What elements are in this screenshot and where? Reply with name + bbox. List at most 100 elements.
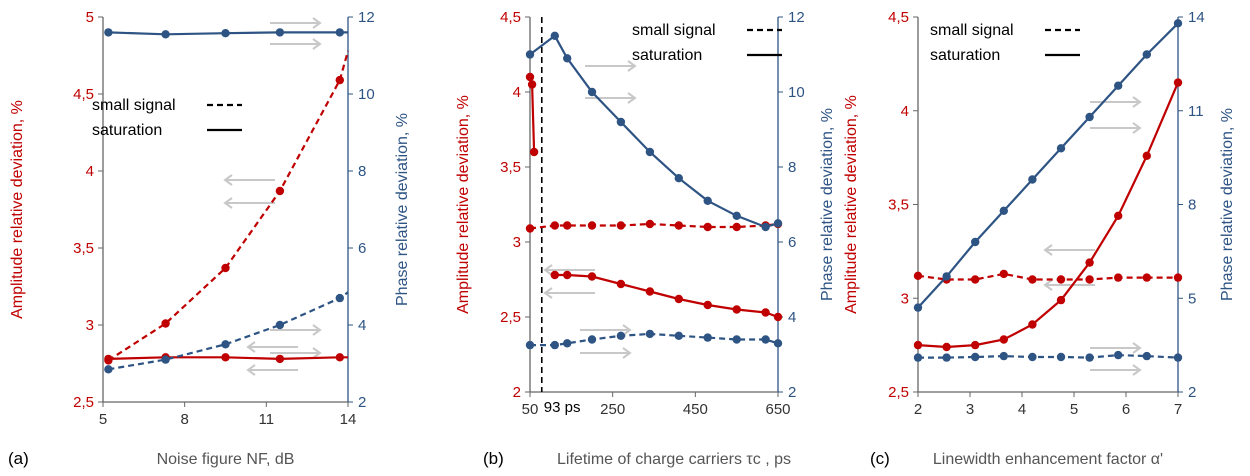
x-tick-label: 7 (1174, 401, 1182, 418)
series-point (773, 339, 783, 348)
series-point (527, 80, 537, 89)
y-right-tick-label: 4 (788, 309, 796, 326)
series-point (1114, 350, 1123, 360)
x-tick-label: 3 (966, 401, 974, 418)
legend-entry-label: saturation (930, 47, 1000, 64)
series-point (1056, 295, 1066, 305)
x-tick-label: 2 (914, 401, 922, 418)
x-tick-label: 5 (1070, 401, 1078, 418)
series-point (761, 335, 770, 344)
series-point (525, 50, 535, 59)
y-left-tick-label: 2,5 (500, 309, 521, 326)
series-point (1173, 353, 1183, 362)
hint-arrow-head (1132, 342, 1142, 354)
y-left-tick-label: 4,5 (500, 9, 521, 26)
series-point (1028, 320, 1037, 329)
y-right-tick-label: 8 (788, 159, 796, 176)
hint-arrow-head (1132, 122, 1142, 134)
y-left-tick-label: 3,5 (500, 159, 521, 176)
series-point (275, 28, 285, 37)
series-point (550, 270, 559, 280)
series-point (563, 270, 572, 280)
series-point (732, 211, 741, 220)
y-left-tick-label: 4,5 (888, 9, 909, 26)
series-point (1056, 144, 1066, 153)
hint-arrow-head (543, 287, 553, 299)
series-point (587, 272, 597, 281)
series-point (773, 219, 783, 228)
series-point (732, 222, 741, 232)
series-point (1173, 273, 1183, 282)
y-left-tick-label: 3 (901, 290, 909, 307)
hint-arrow-head (246, 364, 256, 376)
series-point (971, 237, 980, 247)
series-point (616, 221, 626, 230)
series-point (913, 353, 923, 362)
y-right-tick-label: 6 (358, 240, 366, 257)
y-right-tick-label: 5 (1188, 290, 1196, 307)
series-point (1142, 273, 1152, 282)
series-point (587, 221, 597, 230)
series-point (913, 271, 923, 280)
y-right-tick-label: 2 (788, 384, 796, 401)
series-point (221, 353, 230, 362)
legend-entry-label: small signal (930, 22, 1014, 39)
y-left-axis-label: Amplitude relative deviation, % (9, 100, 26, 319)
series-point (335, 28, 344, 37)
series-line-left-red-dashed (107, 50, 350, 362)
y-left-tick-label: 2 (513, 384, 521, 401)
y-right-tick-label: 14 (1188, 9, 1205, 26)
series-point (999, 351, 1008, 361)
series-point (616, 331, 626, 340)
series-point (525, 72, 535, 82)
series-point (645, 219, 655, 229)
series-point (1114, 81, 1123, 90)
y-left-tick-label: 4,5 (73, 86, 94, 103)
series-point (563, 339, 572, 348)
panel-letter: (c) (870, 449, 890, 468)
hint-arrow-head (223, 174, 233, 186)
series-point (275, 186, 285, 196)
series-point (616, 279, 626, 289)
y-right-tick-label: 2 (358, 394, 366, 411)
series-point (161, 355, 170, 364)
y-left-tick-label: 3 (86, 317, 94, 334)
x-tick-label: 6 (1122, 401, 1130, 418)
hint-arrow-head (622, 347, 632, 359)
series-point (1028, 275, 1037, 284)
legend-entry-label: saturation (92, 122, 162, 139)
chart-panel-2: 50 250 450 65022,533,544,524681012Amplitude… (455, 9, 836, 468)
series-point (942, 272, 951, 281)
series-point (104, 365, 113, 374)
y-left-tick-label: 3 (513, 234, 521, 251)
y-right-tick-label: 12 (358, 9, 375, 26)
series-point (913, 340, 923, 350)
series-point (703, 333, 712, 342)
hint-arrow-head (1043, 279, 1053, 291)
series-point (1028, 175, 1037, 184)
legend-entry-label: saturation (632, 47, 702, 64)
series-point (761, 222, 770, 232)
hint-arrow-head (543, 264, 553, 276)
x-tick-label: 5 (99, 411, 107, 428)
series-line-left-red-solid (554, 273, 779, 319)
x-tick-label: 8 (180, 411, 188, 428)
series-point (616, 117, 626, 127)
y-right-axis-label: Phase relative deviation, % (1219, 108, 1236, 301)
y-left-tick-label: 4 (513, 84, 521, 101)
series-point (550, 340, 559, 350)
y-right-tick-label: 12 (788, 9, 805, 26)
series-line-right-blue-solid (529, 34, 779, 229)
series-point (1056, 352, 1066, 362)
y-right-tick-label: 6 (788, 234, 796, 251)
series-point (971, 352, 980, 362)
hint-arrow-head (1043, 244, 1053, 256)
y-right-tick-label: 10 (358, 86, 375, 103)
x-tick-label: 4 (1018, 401, 1026, 418)
series-point (645, 287, 655, 296)
series-point (550, 31, 559, 40)
series-point (703, 300, 712, 310)
y-right-axis-label: Phase relative deviation, % (819, 108, 836, 301)
